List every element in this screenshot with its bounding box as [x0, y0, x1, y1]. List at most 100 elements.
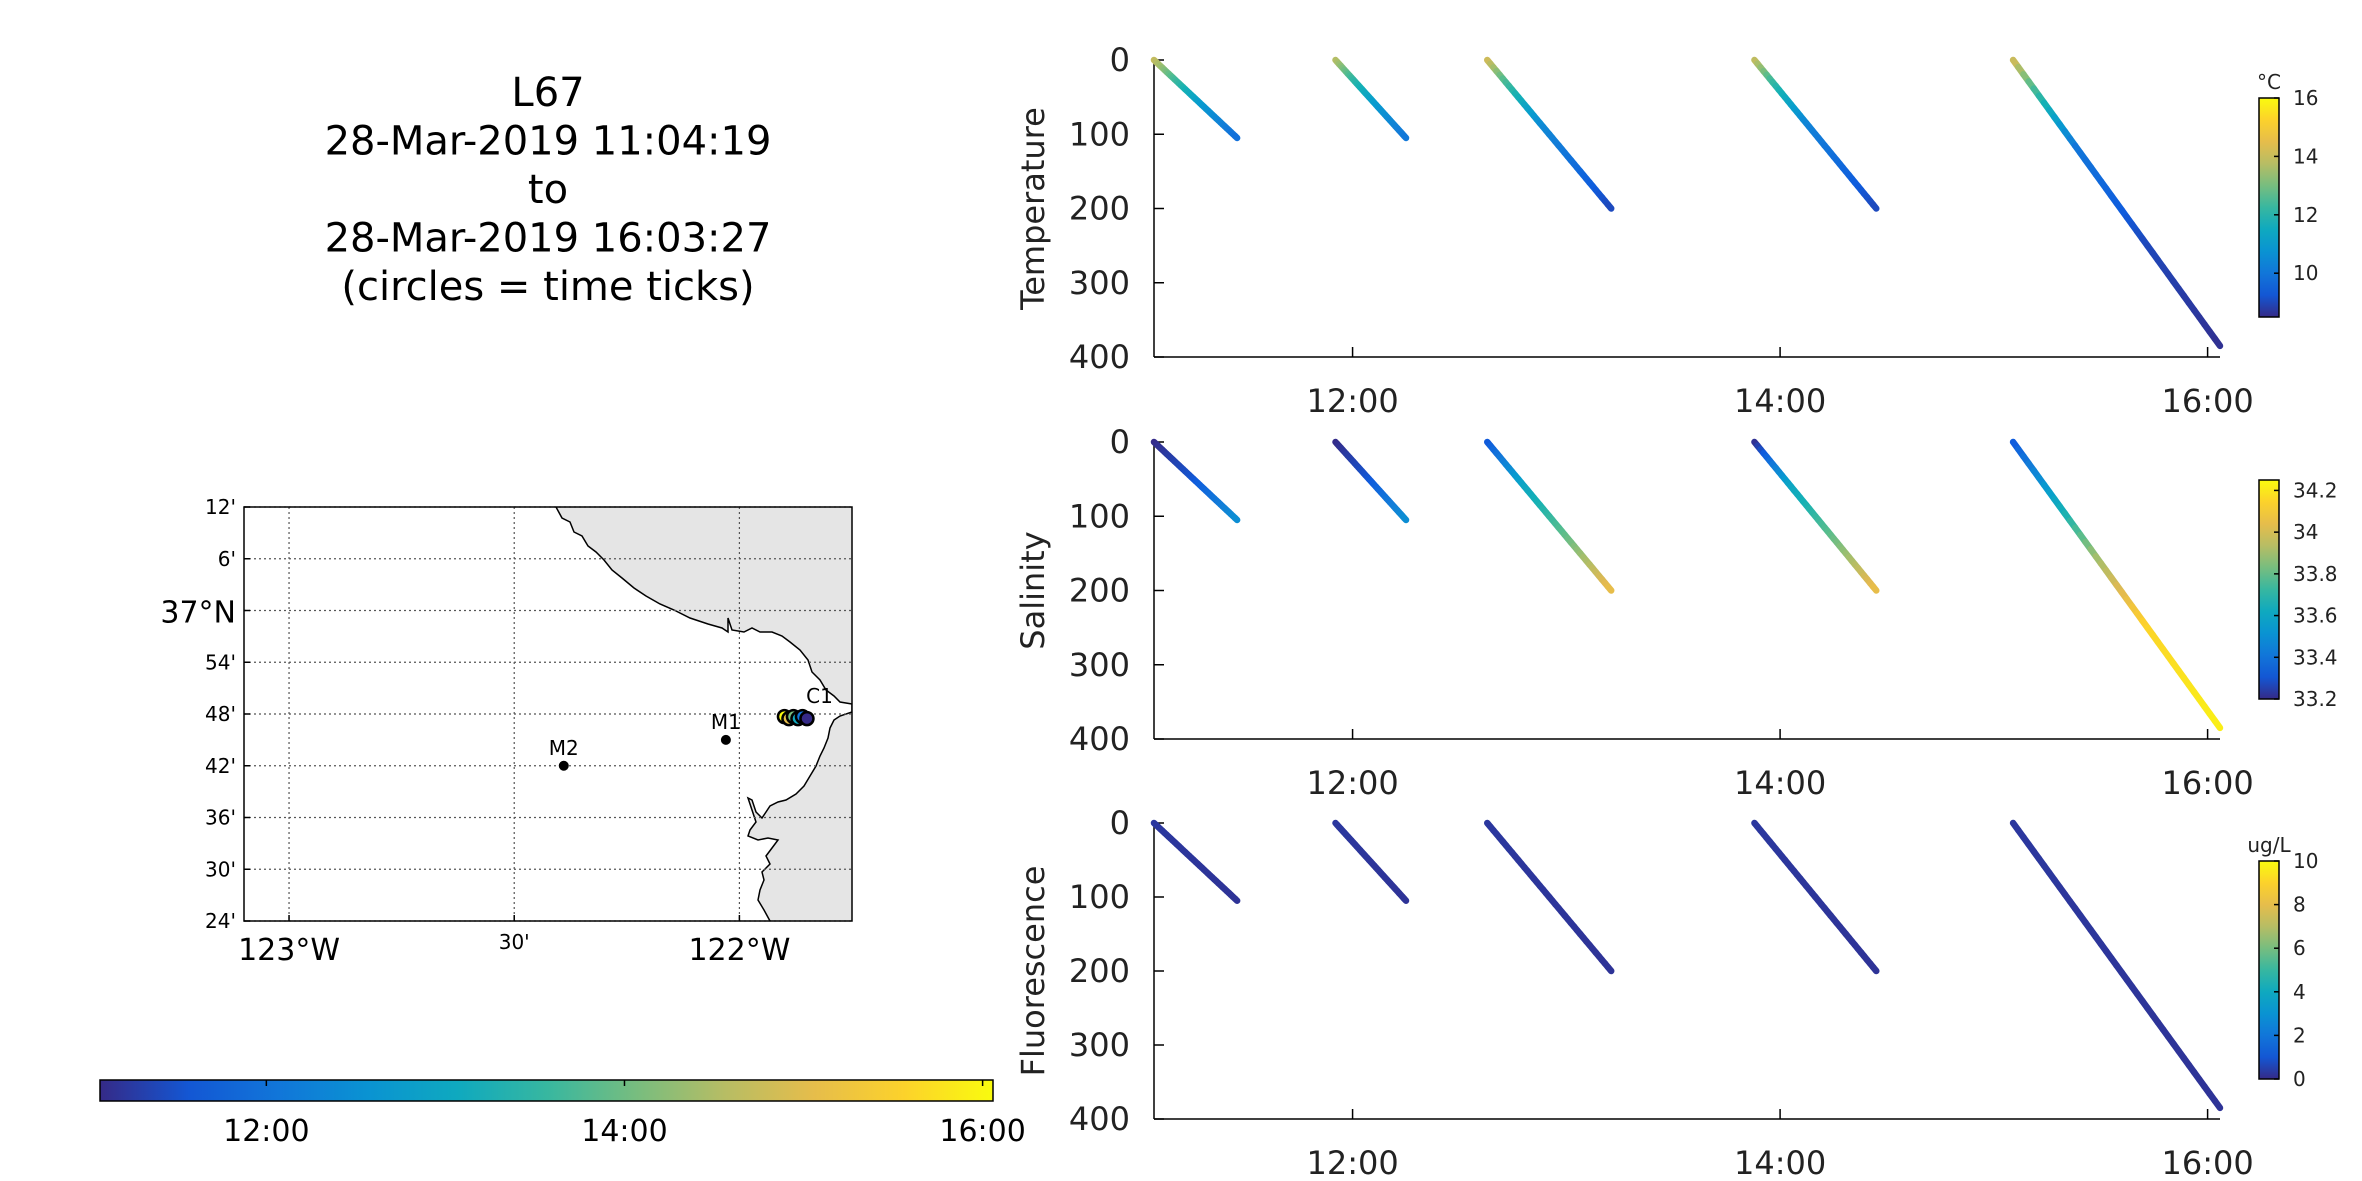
colorbar-bar	[2258, 860, 2280, 1080]
profile-5-segment	[2211, 1097, 2224, 1112]
colorbar-label-2: 4	[2293, 980, 2306, 1004]
station-marker-m2	[558, 760, 569, 771]
map-lat-label-4: 48'	[205, 702, 236, 726]
colorbar-label-1: 33.4	[2293, 645, 2338, 669]
y-tick-label-2: 200	[1069, 572, 1130, 610]
x-tick-label-2: 16:00	[2161, 764, 2253, 802]
y-tick-label-1: 100	[1069, 497, 1130, 535]
profile-4-segment	[1869, 964, 1880, 975]
colorbar-label-2: 33.6	[2293, 604, 2338, 628]
profile-1-segment	[1231, 514, 1241, 524]
colorbar-label-5: 10	[2293, 849, 2318, 873]
colorbar-unit: ug/L	[2247, 833, 2291, 857]
profile-3-segment	[1604, 583, 1615, 594]
x-tick-label-2: 16:00	[2161, 1144, 2253, 1181]
map-lat-label-2: 37°N	[160, 596, 236, 631]
profile-2-segment	[1401, 895, 1410, 904]
panel-temperature: 0 100 200 300 400 12:00 14:00 16:00 Temperature 1…	[1014, 41, 2318, 420]
y-axis-label: Salinity	[1014, 531, 1052, 649]
time-colorbar: 12:00 14:00 16:00	[99, 1079, 1026, 1149]
title-line-3: to	[528, 167, 568, 213]
y-tick-label-3: 300	[1069, 646, 1130, 684]
colorbar-label-1: 2	[2293, 1023, 2306, 1047]
y-tick-label-4: 400	[1069, 1100, 1130, 1138]
y-tick-label-0: 0	[1110, 423, 1130, 461]
profile-2-segment	[1401, 132, 1410, 142]
x-tick-label-1: 14:00	[1734, 764, 1826, 802]
map-lon-label-2: 122°W	[688, 933, 790, 968]
colorbar-label-2: 14	[2293, 144, 2318, 168]
track-time-circle-5	[799, 710, 815, 727]
colorbar-label-1: 12	[2293, 203, 2318, 227]
y-tick-label-1: 100	[1069, 115, 1130, 153]
colorbar-label-0: 10	[2293, 261, 2318, 285]
profile-2-segment	[1401, 514, 1410, 524]
map-lon-label-1: 30'	[499, 930, 530, 954]
colorbar-label-0: 0	[2293, 1067, 2306, 1091]
profile-5-segment	[2211, 717, 2224, 732]
time-colorbar-label-0: 12:00	[223, 1114, 309, 1149]
colorbar-label-0: 33.2	[2293, 687, 2338, 711]
x-tick-label-0: 12:00	[1306, 764, 1398, 802]
profile-3-segment	[1604, 201, 1615, 212]
station-marker-m1	[720, 734, 731, 745]
y-tick-label-3: 300	[1069, 264, 1130, 302]
colorbar-label-5: 34.2	[2293, 478, 2338, 502]
y-tick-label-4: 400	[1069, 338, 1130, 376]
map-lat-label-0: 12'	[205, 495, 236, 519]
colorbar-bar	[2258, 479, 2280, 700]
time-colorbar-label-2: 16:00	[939, 1114, 1025, 1149]
station-label-m2: M2	[549, 736, 579, 760]
profile-1-segment	[1231, 132, 1241, 142]
station-label-c1: C1	[806, 684, 833, 708]
y-tick-label-2: 200	[1069, 190, 1130, 228]
y-tick-label-3: 300	[1069, 1026, 1130, 1064]
title-line-1: L67	[511, 70, 584, 116]
x-tick-label-1: 14:00	[1734, 1144, 1826, 1181]
colorbar-label-3: 6	[2293, 936, 2306, 960]
y-tick-label-2: 200	[1069, 952, 1130, 990]
x-tick-label-1: 14:00	[1734, 382, 1826, 420]
colorbar-label-3: 33.8	[2293, 562, 2338, 586]
colorbar-label-3: 16	[2293, 86, 2318, 110]
x-tick-label-0: 12:00	[1306, 1144, 1398, 1181]
profile-4-segment	[1869, 583, 1880, 594]
x-tick-label-2: 16:00	[2161, 382, 2253, 420]
y-tick-label-0: 0	[1110, 41, 1130, 79]
profile-1-segment	[1231, 895, 1241, 904]
colorbar-label-4: 34	[2293, 520, 2318, 544]
map-lat-label-5: 42'	[205, 754, 236, 778]
colorbar-label-4: 8	[2293, 893, 2306, 917]
map-lat-label-8: 24'	[205, 909, 236, 933]
title-line-2: 28-Mar-2019 11:04:19	[325, 119, 772, 165]
x-tick-label-0: 12:00	[1306, 382, 1398, 420]
panel-salinity: 0 100 200 300 400 12:00 14:00 16:00 Salinity 33.2…	[1014, 423, 2338, 802]
map-lat-label-1: 6'	[218, 547, 236, 571]
colorbar-bar	[2258, 97, 2280, 318]
map-lat-label-7: 30'	[205, 857, 236, 881]
y-tick-label-0: 0	[1110, 804, 1130, 842]
y-tick-label-1: 100	[1069, 878, 1130, 916]
title-line-5: (circles = time ticks)	[341, 264, 754, 310]
y-axis-label: Fluorescence	[1014, 866, 1052, 1077]
map-lat-label-6: 36'	[205, 806, 236, 830]
colorbar-unit: °C	[2257, 70, 2281, 94]
map-land-group	[555, 507, 852, 921]
coastline	[555, 507, 852, 921]
profile-5-segment	[2211, 335, 2224, 350]
title-line-4: 28-Mar-2019 16:03:27	[325, 216, 772, 262]
profile-3-segment	[1604, 964, 1615, 975]
station-label-m1: M1	[711, 710, 741, 734]
map-panel: 12' 6' 37°N 54' 48' 42' 36' 30' 24'123°W 30' 122°W…	[160, 495, 853, 968]
y-tick-label-4: 400	[1069, 720, 1130, 758]
time-colorbar-bar	[99, 1079, 994, 1102]
y-axis-label: Temperature	[1014, 107, 1052, 311]
map-lat-label-3: 54'	[205, 650, 236, 674]
map-lon-label-0: 123°W	[238, 933, 340, 968]
profile-4-segment	[1869, 201, 1880, 212]
land-area	[556, 507, 852, 921]
